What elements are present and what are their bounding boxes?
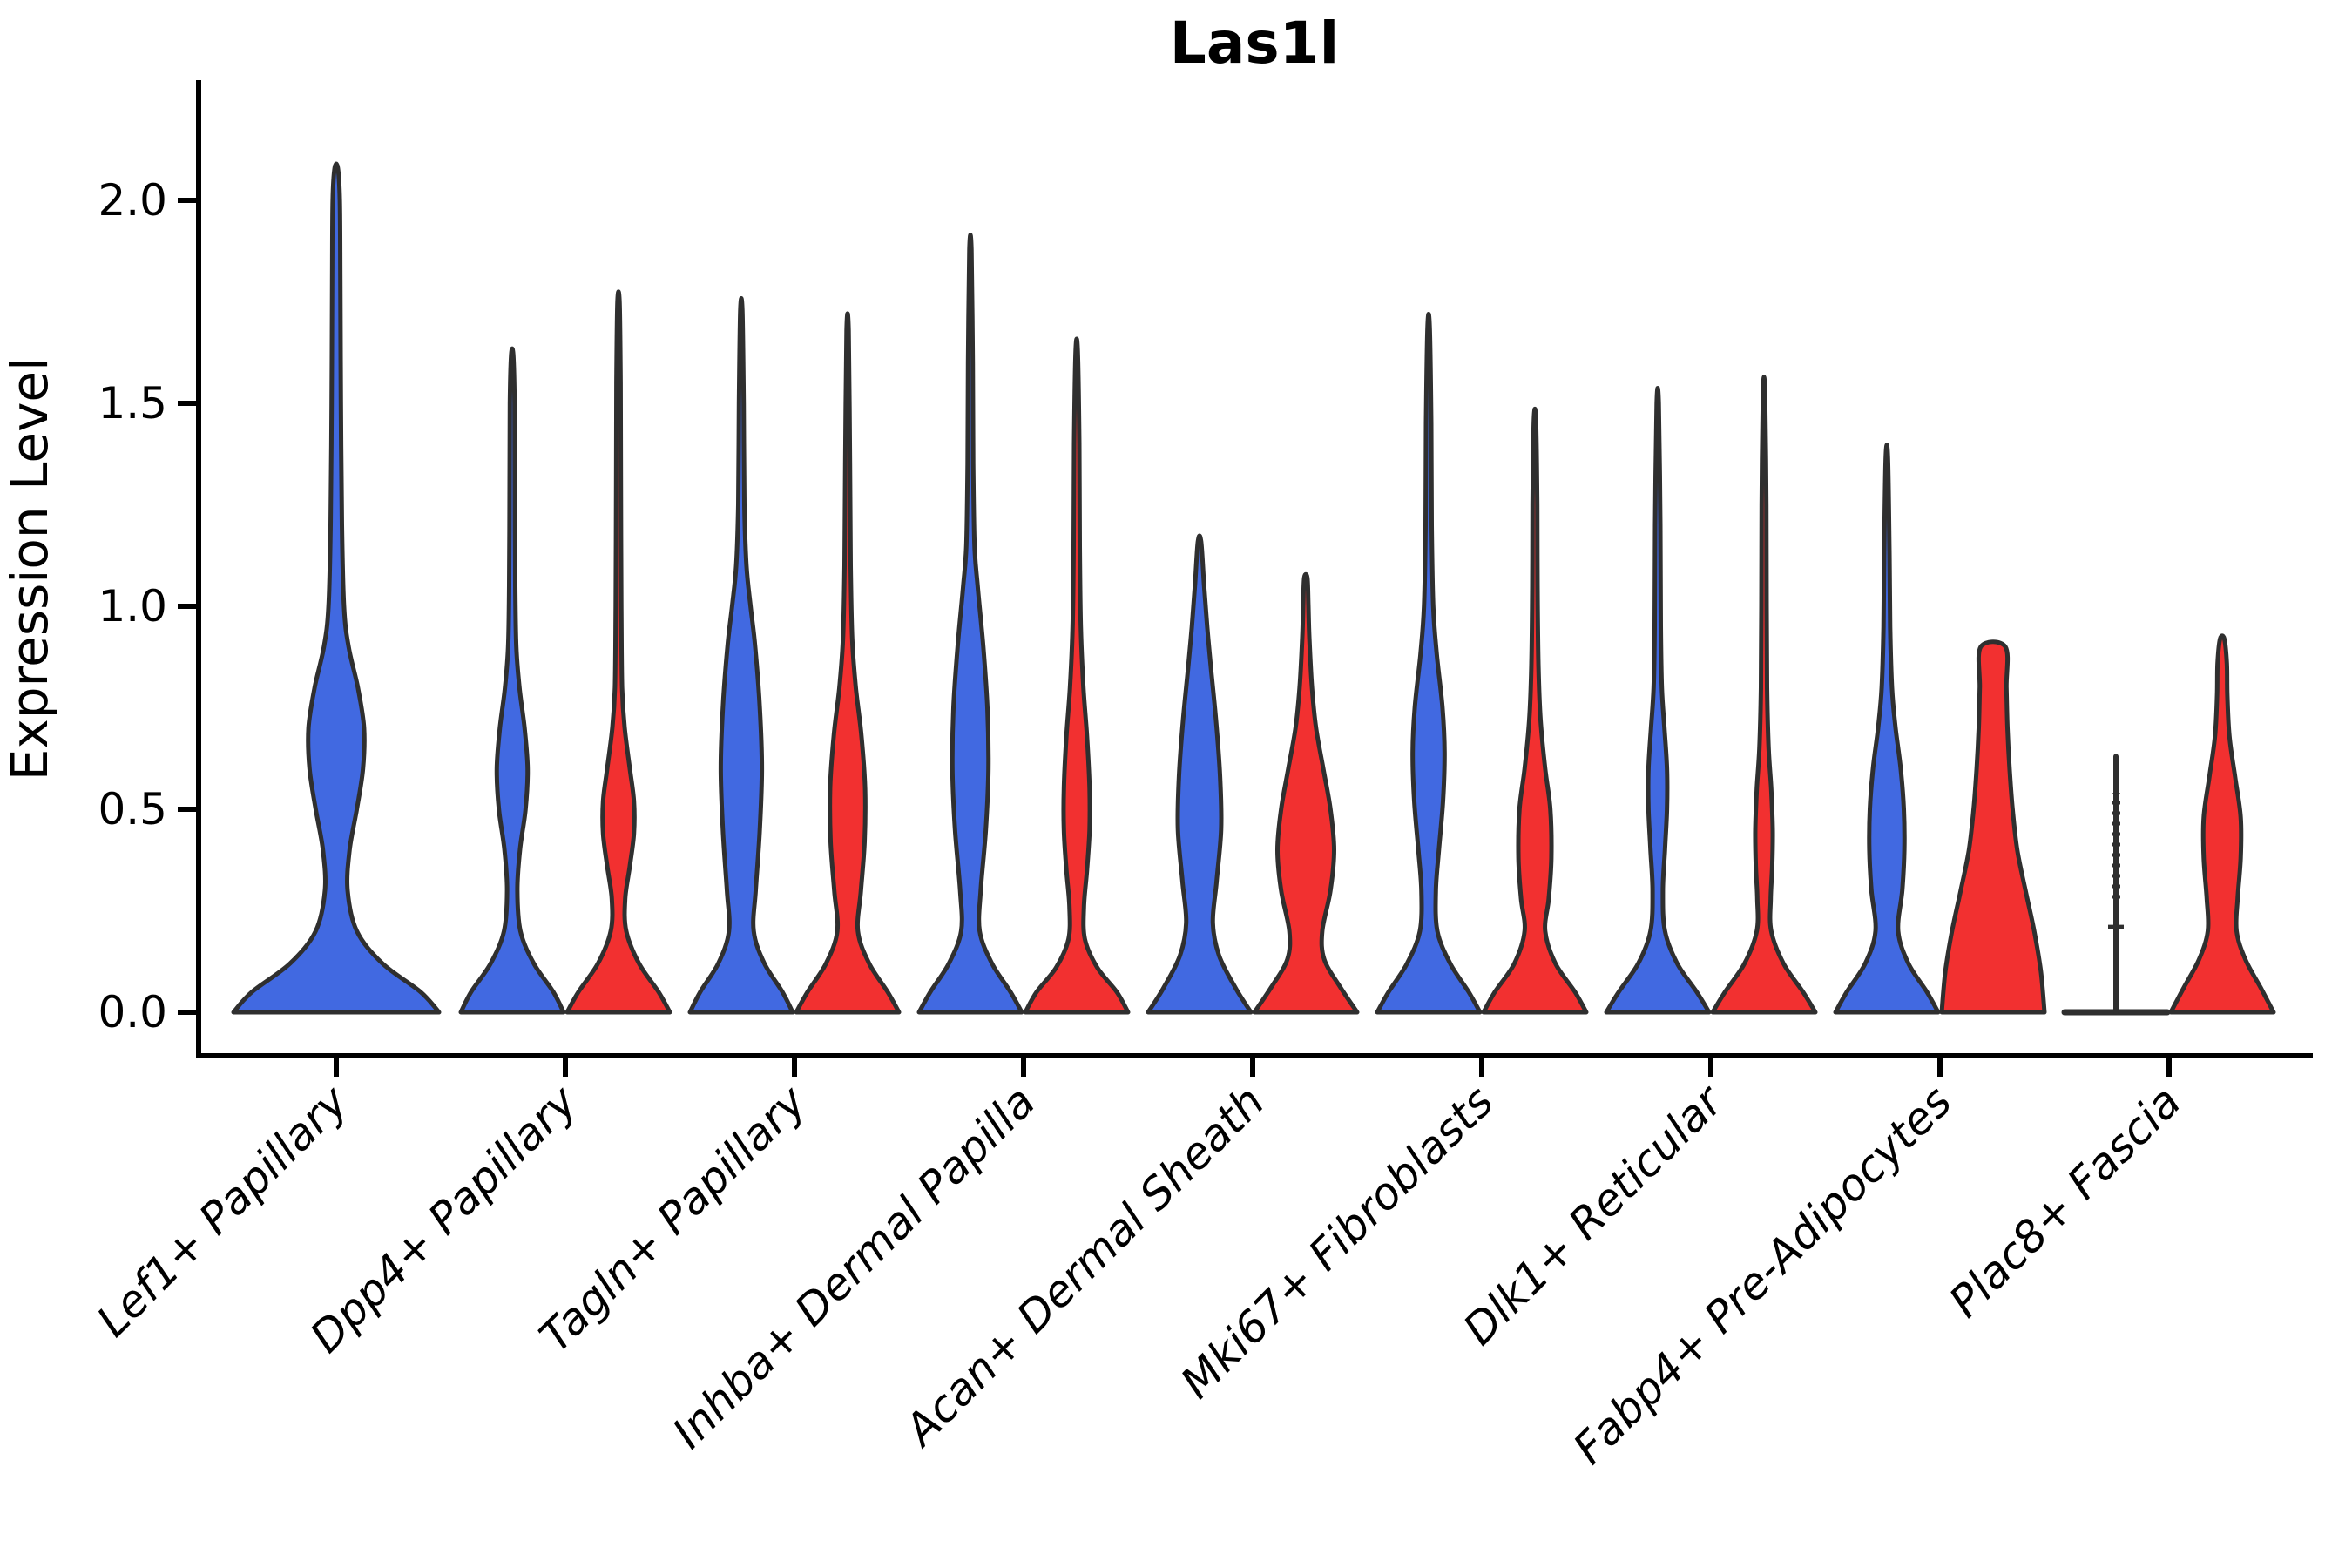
- x-axis-ticks: [334, 1056, 2172, 1077]
- y-tick-label: 1.5: [98, 378, 167, 429]
- y-tick-label: 2.0: [98, 175, 167, 226]
- violin-fabp4-pre-adipocytes-blue: [1833, 443, 1941, 1015]
- y-axis-ticks: 0.0 0.5 1.0 1.5 2.0: [98, 175, 199, 1037]
- violin-mki67-fibroblasts-blue: [1375, 311, 1483, 1015]
- violin-mki67-fibroblasts-red: [1481, 406, 1589, 1015]
- x-tick-label: Inhba+ Dermal Papilla: [663, 1076, 1044, 1457]
- chart-title: Las1l: [1170, 10, 1339, 77]
- violin-tagln-papillary-red: [794, 311, 902, 1015]
- y-tick-label: 0.5: [98, 784, 167, 835]
- violin-inhba-dermal-papilla-blue: [916, 233, 1024, 1015]
- violin-stick-plac8-fascia-blue: [2061, 754, 2171, 1016]
- violin-tagln-papillary-blue: [687, 295, 795, 1015]
- x-tick-label: Lef1+ Papillary: [87, 1075, 358, 1346]
- y-tick-label: 1.0: [98, 581, 167, 632]
- x-tick-label: Fabp4+ Pre-Adipocytes: [1564, 1076, 1962, 1474]
- x-tick-label: Plac8+ Fascia: [1940, 1076, 2191, 1327]
- violin-fabp4-pre-adipocytes-red: [1939, 639, 2047, 1015]
- y-tick-label: 0.0: [98, 987, 167, 1037]
- violin-acan-dermal-sheath-red: [1252, 571, 1360, 1015]
- violin-plac8-fascia-red: [2168, 633, 2276, 1015]
- violin-dpp4-papillary-blue: [458, 346, 566, 1015]
- violin-inhba-dermal-papilla-red: [1023, 336, 1131, 1015]
- violin-acan-dermal-sheath-blue: [1146, 533, 1254, 1015]
- violins-layer: [231, 161, 2276, 1016]
- violin-lef1-papillary-blue: [231, 161, 442, 1015]
- violin-dlk1-reticular-blue: [1604, 386, 1712, 1015]
- x-tick-label: Acan+ Dermal Sheath: [894, 1076, 1274, 1456]
- y-axis-label: Expression Level: [0, 357, 59, 781]
- violin-dpp4-papillary-red: [564, 289, 672, 1015]
- violin-dlk1-reticular-red: [1710, 375, 1818, 1015]
